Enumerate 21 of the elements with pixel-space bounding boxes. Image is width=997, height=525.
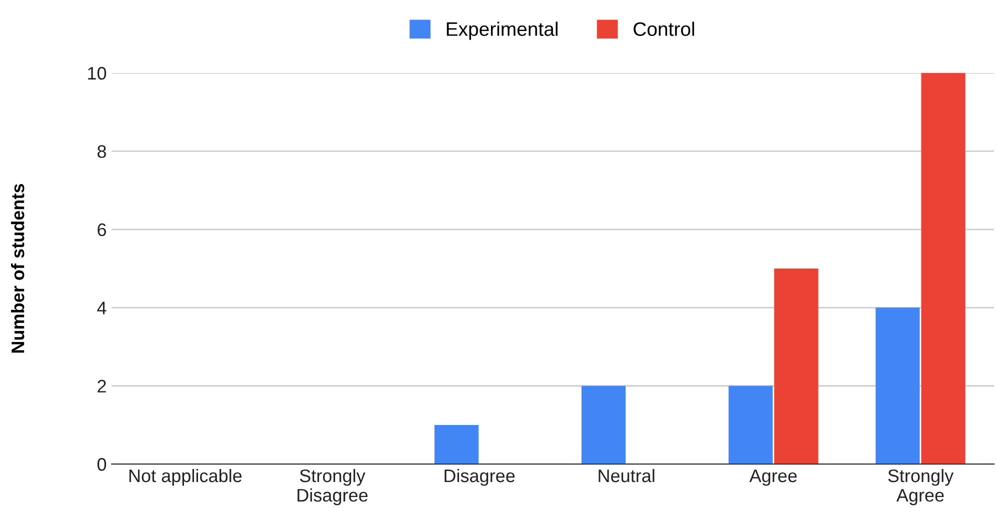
bar — [728, 386, 773, 464]
y-axis-title: Number of students — [11, 184, 24, 353]
y-tick-label: 6 — [98, 223, 106, 236]
y-tick-label: 8 — [98, 145, 106, 158]
bar — [876, 308, 920, 464]
x-tick-label: Not applicable — [129, 468, 242, 486]
bar — [774, 268, 818, 464]
legend-label: Experimental — [446, 22, 558, 40]
x-tick-label: Strongly Disagree — [298, 468, 368, 506]
x-tick-label: Agree — [749, 470, 797, 486]
y-tick-label: 0 — [97, 458, 106, 471]
x-tick-label: Disagree — [444, 468, 515, 486]
y-tick-label: 2 — [98, 380, 106, 392]
legend-label: Control — [634, 22, 694, 36]
bar — [434, 424, 479, 464]
x-tick-label: Strongly Agree — [888, 468, 954, 506]
x-tick-label: Neutral — [598, 468, 654, 482]
bar — [582, 386, 626, 464]
y-tick-label: 10 — [88, 66, 106, 80]
bar — [921, 72, 966, 464]
y-tick-label: 4 — [97, 302, 106, 314]
